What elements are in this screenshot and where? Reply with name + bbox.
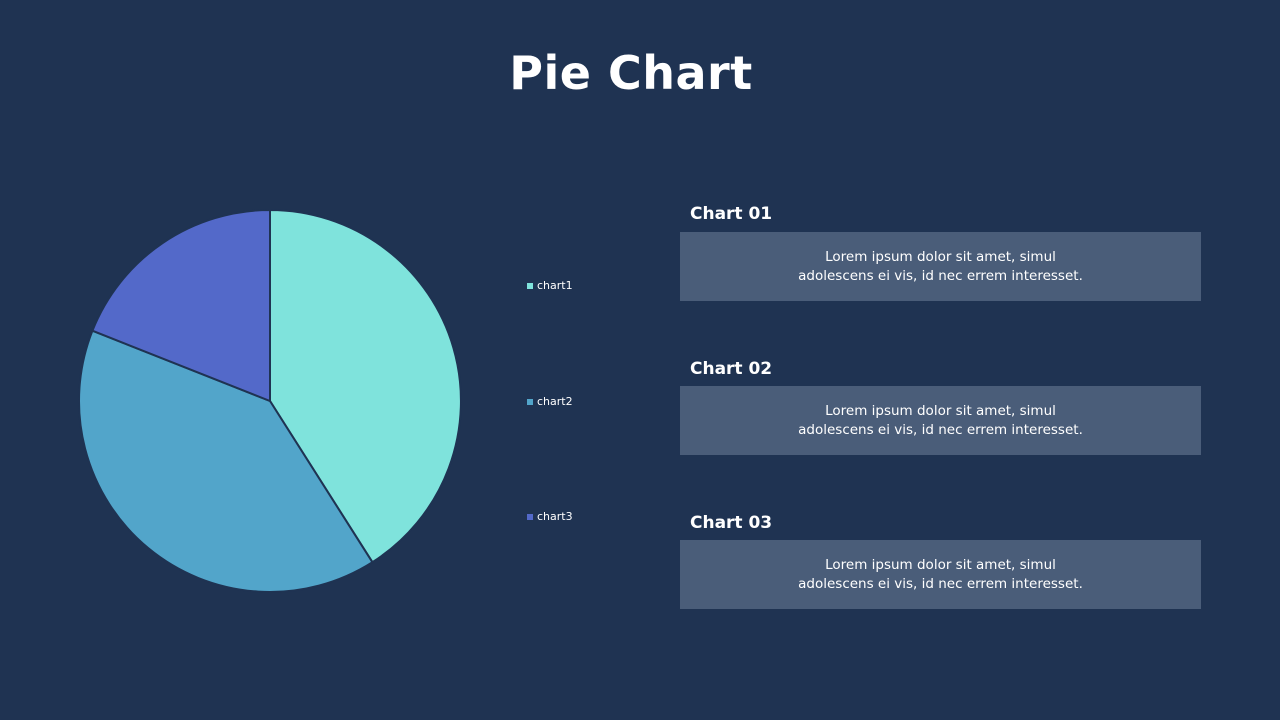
- card-text-line: adolescens ei vis, id nec errem interess…: [798, 421, 1083, 438]
- legend-label: chart3: [537, 510, 573, 523]
- legend-label: chart2: [537, 395, 573, 408]
- card-text-line: adolescens ei vis, id nec errem interess…: [798, 575, 1083, 592]
- card-description-3: Lorem ipsum dolor sit amet, simul adoles…: [680, 540, 1201, 609]
- pie-slice-chart3[interactable]: [91, 208, 271, 403]
- card-text-line: Lorem ipsum dolor sit amet, simul: [825, 402, 1056, 419]
- legend-swatch-icon: [527, 513, 533, 520]
- page-title: Pie Chart: [509, 46, 753, 100]
- card-title-2: Chart 02: [690, 359, 773, 379]
- card-description-1: Lorem ipsum dolor sit amet, simul adoles…: [680, 232, 1201, 301]
- card-text-line: adolescens ei vis, id nec errem interess…: [798, 267, 1083, 284]
- legend-label: chart1: [537, 279, 573, 292]
- legend-swatch-icon: [527, 282, 533, 289]
- card-title-1: Chart 01: [690, 204, 773, 224]
- card-description-2: Lorem ipsum dolor sit amet, simul adoles…: [680, 386, 1201, 455]
- card-text-line: Lorem ipsum dolor sit amet, simul: [825, 556, 1056, 573]
- legend-item-chart3: chart3: [527, 510, 573, 523]
- legend-item-chart2: chart2: [527, 395, 573, 408]
- card-title-3: Chart 03: [690, 513, 773, 533]
- pie-slice-chart1[interactable]: [269, 208, 462, 564]
- card-text-line: Lorem ipsum dolor sit amet, simul: [825, 248, 1056, 265]
- pie-slice-chart2[interactable]: [78, 329, 374, 593]
- legend-swatch-icon: [527, 398, 533, 405]
- legend-item-chart1: chart1: [527, 279, 573, 292]
